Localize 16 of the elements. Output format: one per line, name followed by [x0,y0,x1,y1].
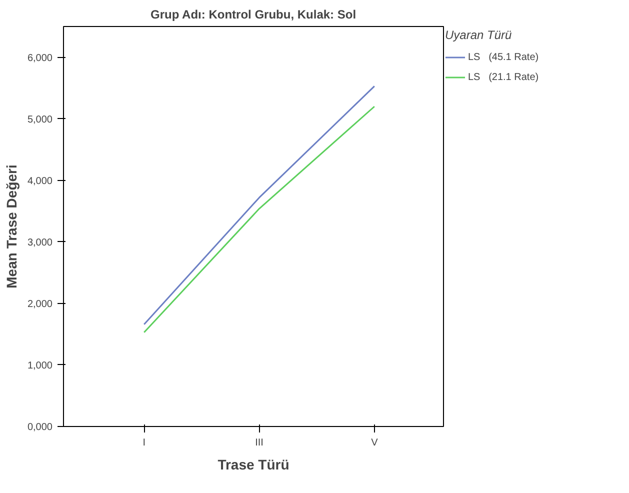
y-tick-label: 3,000 [27,237,53,248]
y-tick-label: 1,000 [27,360,53,372]
x-tick-label: V [371,438,378,448]
x-axis-title: Trase Türü [218,456,290,472]
y-tick-label: 2,000 [27,298,53,310]
y-tick-label: 0,000 [27,422,53,433]
x-tick-label: III [255,438,264,448]
y-tick-label: 6,000 [27,52,53,64]
y-axis-title: Mean Trase Değeri [3,164,20,288]
x-tick-label: I [142,438,146,448]
y-tick-label: 5,000 [27,114,53,126]
legend-label: LS (45.1 Rate) [468,52,539,62]
legend-title: Uyaran Türü [445,28,513,42]
y-tick-label: 4,000 [27,176,53,187]
legend-label: LS (21.1 Rate) [468,72,539,82]
chart-title: Grup Adı: Kontrol Grubu, Kulak: Sol [150,8,356,22]
